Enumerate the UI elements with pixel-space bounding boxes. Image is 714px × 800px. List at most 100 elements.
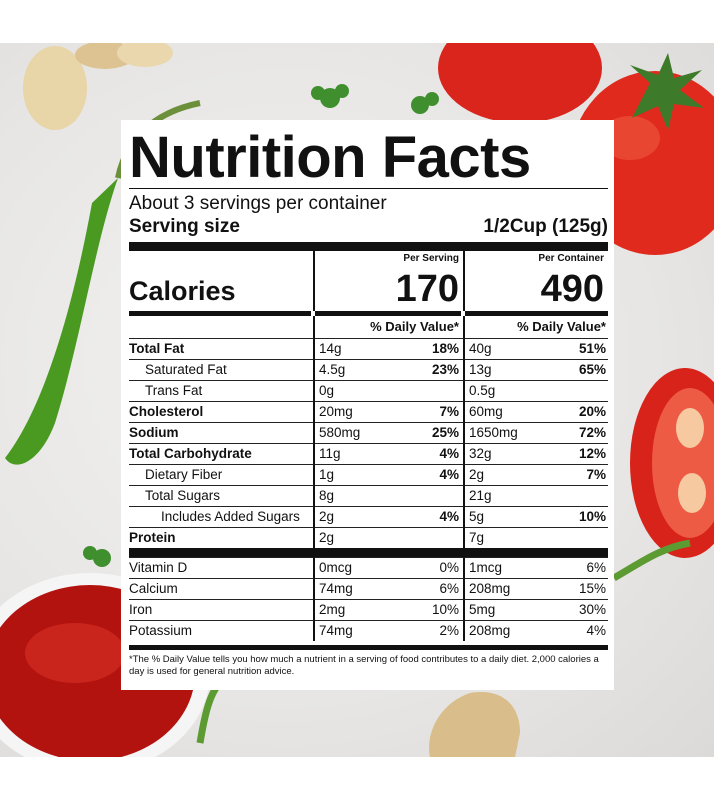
container-amount: 21g <box>469 488 492 503</box>
container-amount: 5g <box>469 509 485 524</box>
container-daily-value: 7% <box>586 467 606 482</box>
nutrient-name: Potassium <box>129 620 315 641</box>
green-chili <box>5 178 118 465</box>
container-amount: 0.5g <box>469 383 496 398</box>
serving-daily-value: 7% <box>439 404 459 419</box>
nutrient-name: Vitamin D <box>129 557 315 578</box>
container-daily-value: 65% <box>578 362 606 377</box>
divider <box>129 188 608 189</box>
nutrient-name: Saturated Fat <box>129 359 315 380</box>
container-amount: 208mg <box>469 623 511 638</box>
serving-amount: 2g <box>319 509 335 524</box>
container-amount: 1mcg <box>469 560 503 575</box>
nutrient-name: Calcium <box>129 578 315 599</box>
serving-daily-value: 6% <box>439 581 459 596</box>
container-amount: 7g <box>469 530 485 545</box>
servings-per-container: About 3 servings per container <box>129 193 387 214</box>
serving-daily-value: 4% <box>439 467 459 482</box>
serving-daily-value: 0% <box>439 560 459 575</box>
calories-per-serving: 170 <box>395 268 459 310</box>
cilantro-leaves <box>83 84 439 567</box>
serving-amount: 0mcg <box>319 560 353 575</box>
calories-label: Calories <box>129 276 236 306</box>
vitamin-row: Vitamin D 0mcg 0% 1mcg 6% <box>129 557 608 578</box>
container-daily-value: 51% <box>578 341 606 356</box>
serving-amount: 14g <box>319 341 342 356</box>
container-amount: 2g <box>469 467 485 482</box>
nutrient-row: Total Carbohydrate 11g 4% 32g 12% <box>129 443 608 464</box>
serving-amount: 580mg <box>319 425 361 440</box>
daily-value-header-row: % Daily Value* % Daily Value* <box>129 316 608 338</box>
vitamin-row: Calcium 74mg 6% 208mg 15% <box>129 578 608 599</box>
serving-size-row: Serving size 1/2Cup (125g) <box>129 215 608 239</box>
nutrient-row: Cholesterol 20mg 7% 60mg 20% <box>129 401 608 422</box>
serving-amount: 2mg <box>319 602 346 617</box>
food-illustration <box>0 43 714 757</box>
serving-amount: 0g <box>319 383 335 398</box>
serving-amount: 11g <box>319 446 341 461</box>
nutrient-name: Total Fat <box>129 338 315 359</box>
nutrient-row: Saturated Fat 4.5g 23% 13g 65% <box>129 359 608 380</box>
container-amount: 13g <box>469 362 492 377</box>
thick-separator <box>129 548 608 557</box>
per-serving-header: Per Serving <box>403 253 459 264</box>
serving-daily-value: 4% <box>439 446 459 461</box>
nutrient-row: Protein 2g 7g <box>129 527 608 548</box>
container-daily-value: 4% <box>586 623 606 638</box>
nutrient-name: Iron <box>129 599 315 620</box>
serving-daily-value: 23% <box>431 362 459 377</box>
nutrient-name: Total Sugars <box>129 485 315 506</box>
serving-amount: 74mg <box>319 581 353 596</box>
serving-daily-value: 25% <box>431 425 459 440</box>
container-daily-value: 30% <box>578 602 606 617</box>
nutrient-name: Dietary Fiber <box>129 464 315 485</box>
nutrient-name: Trans Fat <box>129 380 315 401</box>
dv-header-serving: % Daily Value* <box>315 316 465 338</box>
thick-divider <box>129 242 608 251</box>
nutrient-row: Total Fat 14g 18% 40g 51% <box>129 338 608 359</box>
serving-size-label: Serving size <box>129 216 240 237</box>
calories-underline <box>129 311 608 316</box>
container-daily-value: 12% <box>578 446 606 461</box>
nutrient-name: Protein <box>129 527 315 548</box>
dv-header-container: % Daily Value* <box>517 319 606 334</box>
vitamin-rows: Vitamin D 0mcg 0% 1mcg 6% Calcium 74mg 6% 208mg 1… <box>129 557 608 641</box>
ginger-root-bottom <box>429 692 520 757</box>
container-amount: 1650mg <box>469 425 518 440</box>
serving-amount: 8g <box>319 488 335 503</box>
serving-daily-value: 2% <box>439 623 459 638</box>
nutrient-row: Trans Fat 0g 0.5g <box>129 380 608 401</box>
nutrient-name: Includes Added Sugars <box>129 506 315 527</box>
container-daily-value: 10% <box>578 509 606 524</box>
per-container-header: Per Container <box>538 253 604 264</box>
serving-amount: 1g <box>319 467 335 482</box>
container-daily-value: 6% <box>586 560 606 575</box>
tomato-half-right <box>630 368 714 558</box>
vitamin-row: Potassium 74mg 2% 208mg 4% <box>129 620 608 641</box>
calories-per-container: 490 <box>540 268 604 310</box>
serving-amount: 20mg <box>319 404 353 419</box>
container-daily-value: 72% <box>578 425 606 440</box>
serving-amount: 2g <box>319 530 335 545</box>
nutrient-name: Total Carbohydrate <box>129 443 315 464</box>
nutrient-row: Total Sugars 8g 21g <box>129 485 608 506</box>
container-amount: 32g <box>469 446 492 461</box>
container-daily-value: 20% <box>578 404 606 419</box>
serving-size-value: 1/2Cup (125g) <box>483 216 608 237</box>
serving-daily-value: 18% <box>431 341 459 356</box>
serving-daily-value: 10% <box>431 602 459 617</box>
container-amount: 60mg <box>469 404 503 419</box>
container-daily-value: 15% <box>578 581 606 596</box>
nutrient-row: Includes Added Sugars 2g 4% 5g 10% <box>129 506 608 527</box>
nutrient-name: Sodium <box>129 422 315 443</box>
nutrient-name: Cholesterol <box>129 401 315 422</box>
vitamin-row: Iron 2mg 10% 5mg 30% <box>129 599 608 620</box>
nutrient-row: Dietary Fiber 1g 4% 2g 7% <box>129 464 608 485</box>
nutrition-facts-label: Nutrition Facts About 3 servings per con… <box>121 120 614 690</box>
nutrient-rows: Total Fat 14g 18% 40g 51% Saturated Fat 4.5g 23… <box>129 338 608 548</box>
nutrient-row: Sodium 580mg 25% 1650mg 72% <box>129 422 608 443</box>
container-amount: 208mg <box>469 581 511 596</box>
footnote: *The % Daily Value tells you how much a … <box>129 645 608 678</box>
ginger-root-top <box>23 43 173 130</box>
serving-amount: 4.5g <box>319 362 346 377</box>
